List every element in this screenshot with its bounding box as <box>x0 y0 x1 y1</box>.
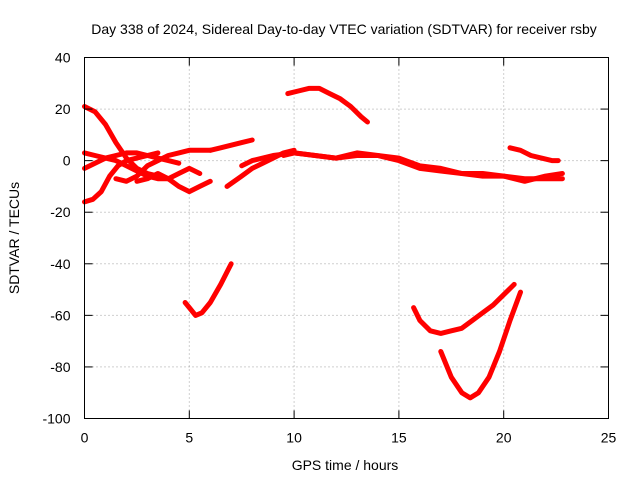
y-tick-label: -100 <box>42 411 70 427</box>
series-arc-10 <box>281 150 565 184</box>
x-tick-label: 10 <box>286 430 302 446</box>
x-tick-label: 0 <box>81 430 89 446</box>
chart-title: Day 338 of 2024, Sidereal Day-to-day VTE… <box>91 21 597 37</box>
series-arc-13 <box>182 261 234 318</box>
x-tick-label: 20 <box>496 430 512 446</box>
y-tick-label: 20 <box>55 101 71 117</box>
x-axis-label: GPS time / hours <box>292 457 399 473</box>
y-tick-label: -60 <box>50 307 70 323</box>
y-tick-label: 40 <box>55 50 71 66</box>
x-tick-label: 25 <box>601 430 617 446</box>
series-arc-11 <box>285 85 370 125</box>
series-group <box>82 85 565 401</box>
series-arc-9 <box>239 150 565 182</box>
y-tick-label: -20 <box>50 204 70 220</box>
series-arc-15 <box>438 289 523 401</box>
y-tick-label: -40 <box>50 256 70 272</box>
series-arc-5 <box>113 147 213 184</box>
x-tick-label: 5 <box>185 430 193 446</box>
y-axis-label: SDTVAR / TECUs <box>6 182 22 294</box>
series-arc-6 <box>134 171 213 195</box>
y-tick-label: 0 <box>63 153 71 169</box>
axis-ticks: 0 5 10 15 20 25 -100 -80 -60 -40 -20 0 20 40 <box>42 50 616 446</box>
x-tick-label: 15 <box>391 430 407 446</box>
series-arc-14 <box>411 281 517 336</box>
grid <box>84 57 609 419</box>
series-arc-12 <box>507 145 561 164</box>
plot-frame <box>84 57 609 419</box>
series-arc-7 <box>207 137 255 153</box>
y-tick-label: -80 <box>50 359 70 375</box>
